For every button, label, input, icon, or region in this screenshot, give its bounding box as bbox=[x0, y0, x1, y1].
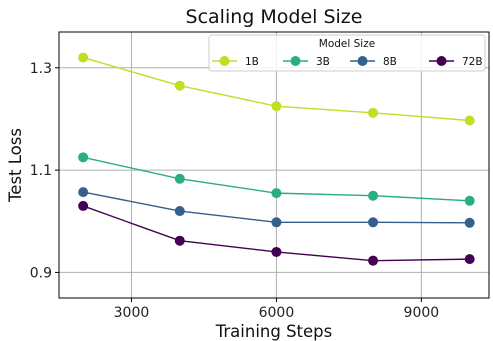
x-tick-label: 9000 bbox=[404, 305, 440, 321]
plot-frame bbox=[58, 31, 490, 299]
legend-label: 3B bbox=[316, 56, 330, 68]
legend-title: Model Size bbox=[319, 38, 375, 50]
x-tick-label: 3000 bbox=[114, 305, 150, 321]
data-point bbox=[368, 107, 379, 118]
data-point bbox=[271, 188, 282, 199]
data-point bbox=[78, 200, 89, 211]
data-point bbox=[271, 101, 282, 112]
data-point bbox=[174, 206, 185, 217]
grid-lines bbox=[59, 32, 489, 298]
legend-item-72b: 72B bbox=[429, 56, 483, 68]
x-axis-title: Training Steps bbox=[215, 322, 333, 341]
data-point bbox=[174, 235, 185, 246]
x-tick-label: 6000 bbox=[259, 305, 295, 321]
data-point bbox=[464, 115, 475, 126]
data-point bbox=[174, 80, 185, 91]
legend-box bbox=[208, 34, 486, 72]
series-72b bbox=[78, 200, 475, 266]
data-point bbox=[78, 187, 89, 198]
legend-item-8b: 8B bbox=[350, 56, 397, 68]
series-8b bbox=[78, 187, 475, 228]
data-point bbox=[464, 254, 475, 265]
legend-items: 1B 3B 8B 72B bbox=[212, 56, 483, 68]
legend-label: 72B bbox=[462, 56, 483, 68]
legend-label: 1B bbox=[245, 56, 259, 68]
legend-marker bbox=[219, 56, 230, 66]
data-point bbox=[174, 173, 185, 184]
data-point bbox=[368, 255, 379, 266]
data-point bbox=[368, 190, 379, 201]
legend-item-1b: 1B bbox=[212, 56, 259, 68]
data-point bbox=[464, 195, 475, 206]
legend-label: 8B bbox=[383, 56, 397, 68]
series-1b bbox=[78, 52, 475, 126]
data-point bbox=[78, 152, 89, 163]
legend: Model Size 1B 3B 8B 72B bbox=[208, 34, 486, 72]
legend-marker bbox=[290, 56, 301, 66]
data-point bbox=[464, 217, 475, 228]
y-tick-label: 0.9 bbox=[30, 265, 52, 281]
y-tick-label: 1.3 bbox=[30, 61, 52, 77]
data-point bbox=[78, 52, 89, 63]
legend-marker bbox=[436, 56, 447, 66]
legend-marker bbox=[357, 56, 368, 66]
chart-title: Scaling Model Size bbox=[186, 6, 363, 28]
legend-item-3b: 3B bbox=[283, 56, 330, 68]
data-point bbox=[368, 217, 379, 228]
data-point bbox=[271, 217, 282, 228]
series-3b bbox=[78, 152, 475, 206]
data-point bbox=[271, 246, 282, 257]
y-tick-label: 1.1 bbox=[30, 163, 52, 179]
axis-ticks: 3000 6000 9000 0.9 1.1 1.3 bbox=[30, 61, 439, 321]
series-lines bbox=[78, 52, 475, 266]
y-axis-title: Test Loss bbox=[6, 128, 25, 203]
